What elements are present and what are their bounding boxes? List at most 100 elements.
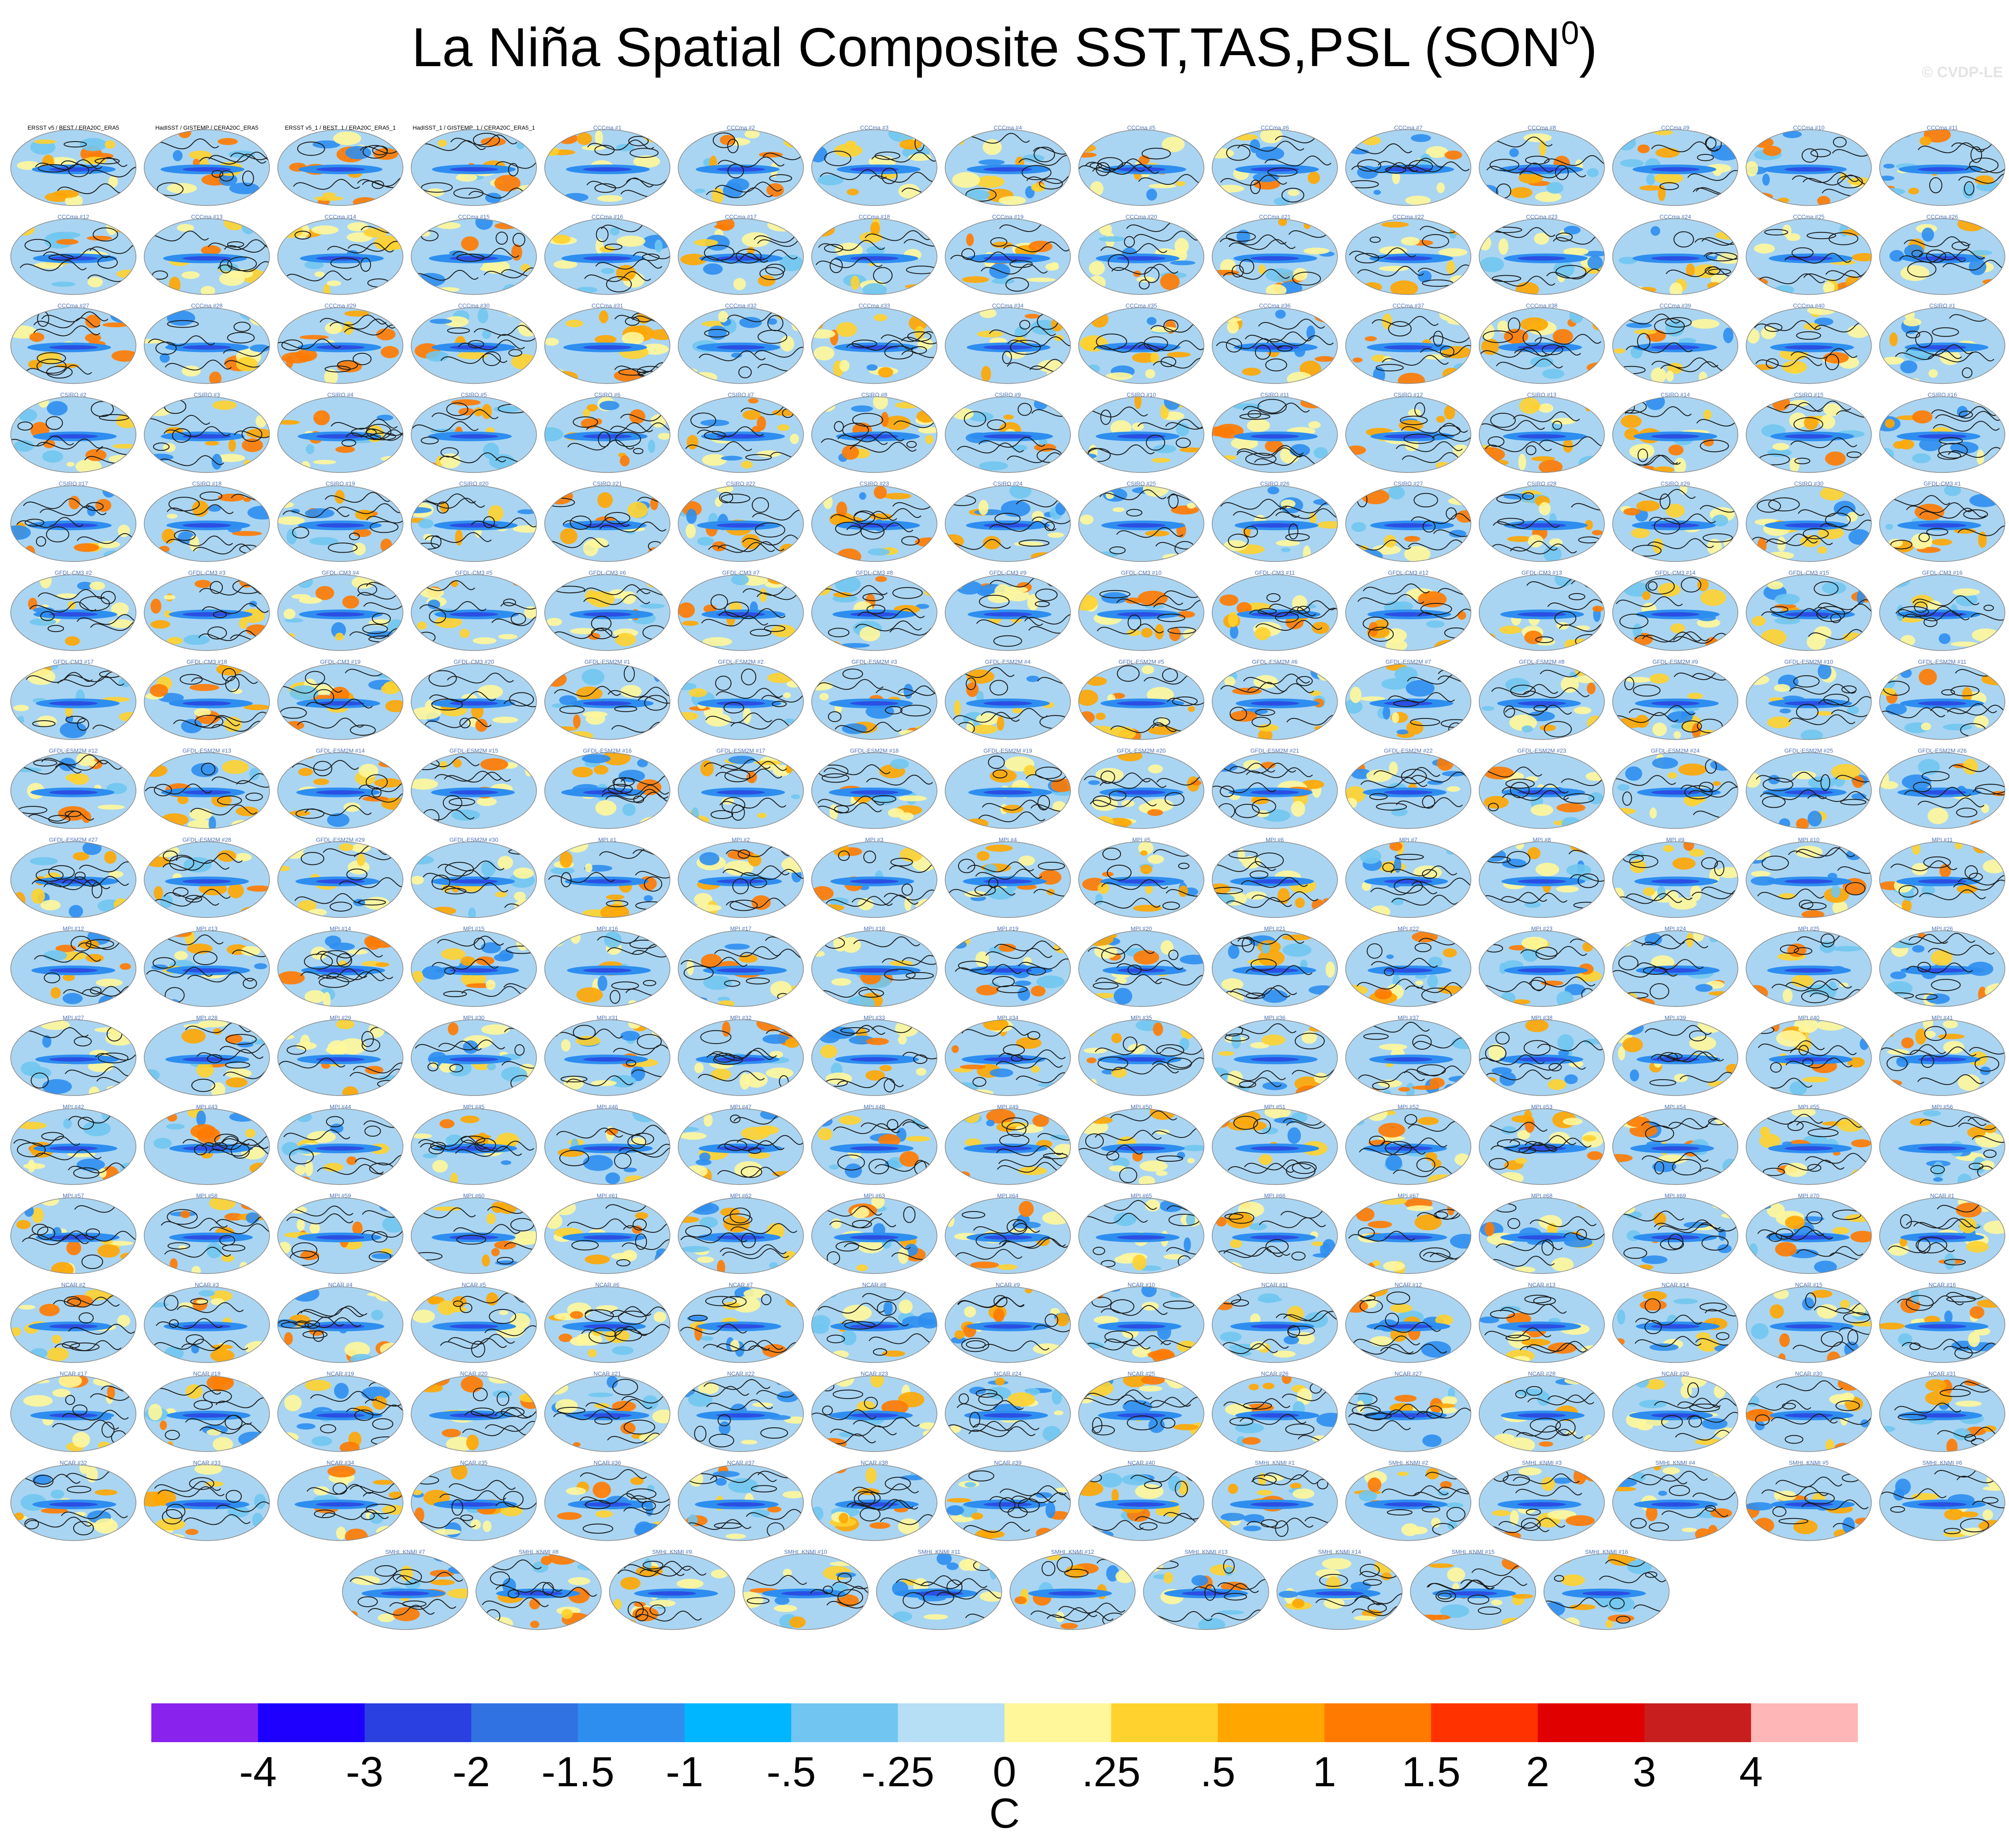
anomaly-patch	[1368, 622, 1379, 637]
anomaly-patch	[1170, 260, 1196, 266]
anomaly-patch	[1901, 1037, 1914, 1048]
anomaly-patch	[1617, 784, 1630, 791]
anomaly-patch	[236, 357, 258, 372]
anomaly-patch	[1723, 327, 1734, 344]
psl-contour	[723, 702, 744, 714]
psl-contour	[503, 980, 537, 991]
psl-contour	[1794, 457, 1810, 464]
pacific-core	[316, 790, 365, 795]
psl-contour	[1784, 253, 1852, 264]
psl-contour	[305, 671, 325, 685]
psl-contour	[607, 784, 633, 794]
psl-contour	[705, 712, 772, 723]
anomaly-patch	[304, 990, 326, 1003]
pacific-core	[1117, 1146, 1166, 1151]
anomaly-patch	[322, 192, 336, 198]
anomaly-patch	[831, 978, 851, 986]
map-panel	[1346, 1020, 1471, 1096]
anomaly-patch	[702, 637, 732, 647]
psl-contour	[93, 227, 118, 242]
psl-contour	[245, 793, 263, 801]
psl-contour	[1372, 1081, 1390, 1090]
anomaly-patch	[1908, 187, 1919, 195]
anomaly-patch	[325, 935, 341, 947]
map-panel	[1479, 752, 1604, 829]
psl-contour	[1269, 600, 1336, 611]
anomaly-patch	[1623, 508, 1640, 516]
map-panel	[411, 130, 537, 206]
psl-contour	[683, 965, 714, 980]
anomaly-patch	[352, 576, 375, 589]
anomaly-patch	[1551, 418, 1576, 425]
psl-contour	[491, 615, 537, 626]
anomaly-patch	[1774, 684, 1790, 692]
anomaly-patch	[1938, 1033, 1965, 1040]
anomaly-patch	[1902, 899, 1912, 913]
psl-contour	[144, 415, 210, 426]
psl-contour	[1249, 870, 1269, 879]
anomaly-patch	[1522, 725, 1533, 733]
anomaly-patch	[1637, 144, 1650, 153]
psl-contour	[48, 254, 74, 261]
anomaly-patch	[1620, 159, 1644, 168]
panel-title: GFDL-CM3 #9	[989, 569, 1027, 576]
psl-contour	[1294, 1032, 1325, 1050]
psl-contour	[1479, 981, 1543, 992]
anomaly-patch	[1919, 669, 1937, 685]
map-outline	[1746, 752, 1872, 829]
map-outline	[411, 129, 537, 206]
anomaly-patch	[976, 851, 990, 861]
psl-contour	[444, 771, 511, 783]
psl-contour	[153, 442, 170, 451]
psl-contour	[1505, 704, 1572, 716]
panel-title: MPI #51	[1264, 1104, 1285, 1110]
pacific-core	[583, 167, 632, 172]
psl-contour	[1793, 417, 1823, 432]
panel-title: GFDL-CM3 #8	[856, 569, 893, 576]
anomaly-patch	[1690, 319, 1720, 329]
map-panel	[811, 752, 937, 829]
anomaly-patch	[1657, 886, 1666, 899]
psl-contour	[871, 151, 937, 163]
anomaly-patch	[480, 758, 508, 771]
anomaly-patch	[583, 540, 599, 557]
psl-contour	[715, 675, 732, 691]
pacific-core	[1651, 790, 1700, 795]
anomaly-patch	[883, 493, 912, 500]
map-outline	[1879, 1019, 2005, 1096]
psl-contour	[990, 521, 1057, 532]
anomaly-patch	[1080, 514, 1094, 525]
psl-contour	[1814, 322, 1872, 333]
pacific-core	[1651, 256, 1700, 261]
map-outline	[945, 307, 1071, 384]
anomaly-patch	[1497, 320, 1509, 333]
anomaly-patch	[219, 173, 237, 186]
anomaly-patch	[1388, 486, 1405, 500]
anomaly-patch	[1364, 336, 1377, 341]
anomaly-patch	[627, 501, 648, 518]
map-outline	[144, 841, 270, 918]
anomaly-patch	[595, 130, 603, 146]
psl-contour	[297, 718, 364, 729]
psl-contour	[1764, 323, 1783, 332]
pacific-core	[850, 1146, 899, 1151]
anomaly-patch	[1541, 980, 1564, 986]
psl-contour	[90, 401, 114, 417]
anomaly-patch	[617, 236, 645, 247]
anomaly-patch	[326, 280, 341, 286]
psl-contour	[1251, 891, 1319, 902]
psl-contour	[1931, 979, 1961, 991]
anomaly-patch	[631, 1066, 645, 1081]
panel-title: CCCma #10	[1793, 124, 1825, 131]
psl-contour	[620, 410, 670, 422]
anomaly-patch	[323, 1163, 344, 1172]
map-outline	[544, 485, 671, 562]
anomaly-patch	[313, 410, 330, 426]
psl-contour	[637, 493, 670, 505]
anomaly-patch	[1632, 623, 1642, 638]
anomaly-patch	[1417, 1117, 1439, 1125]
anomaly-patch	[780, 336, 795, 352]
anomaly-patch	[1405, 195, 1431, 206]
psl-contour	[1983, 605, 1994, 611]
psl-contour	[636, 585, 670, 596]
